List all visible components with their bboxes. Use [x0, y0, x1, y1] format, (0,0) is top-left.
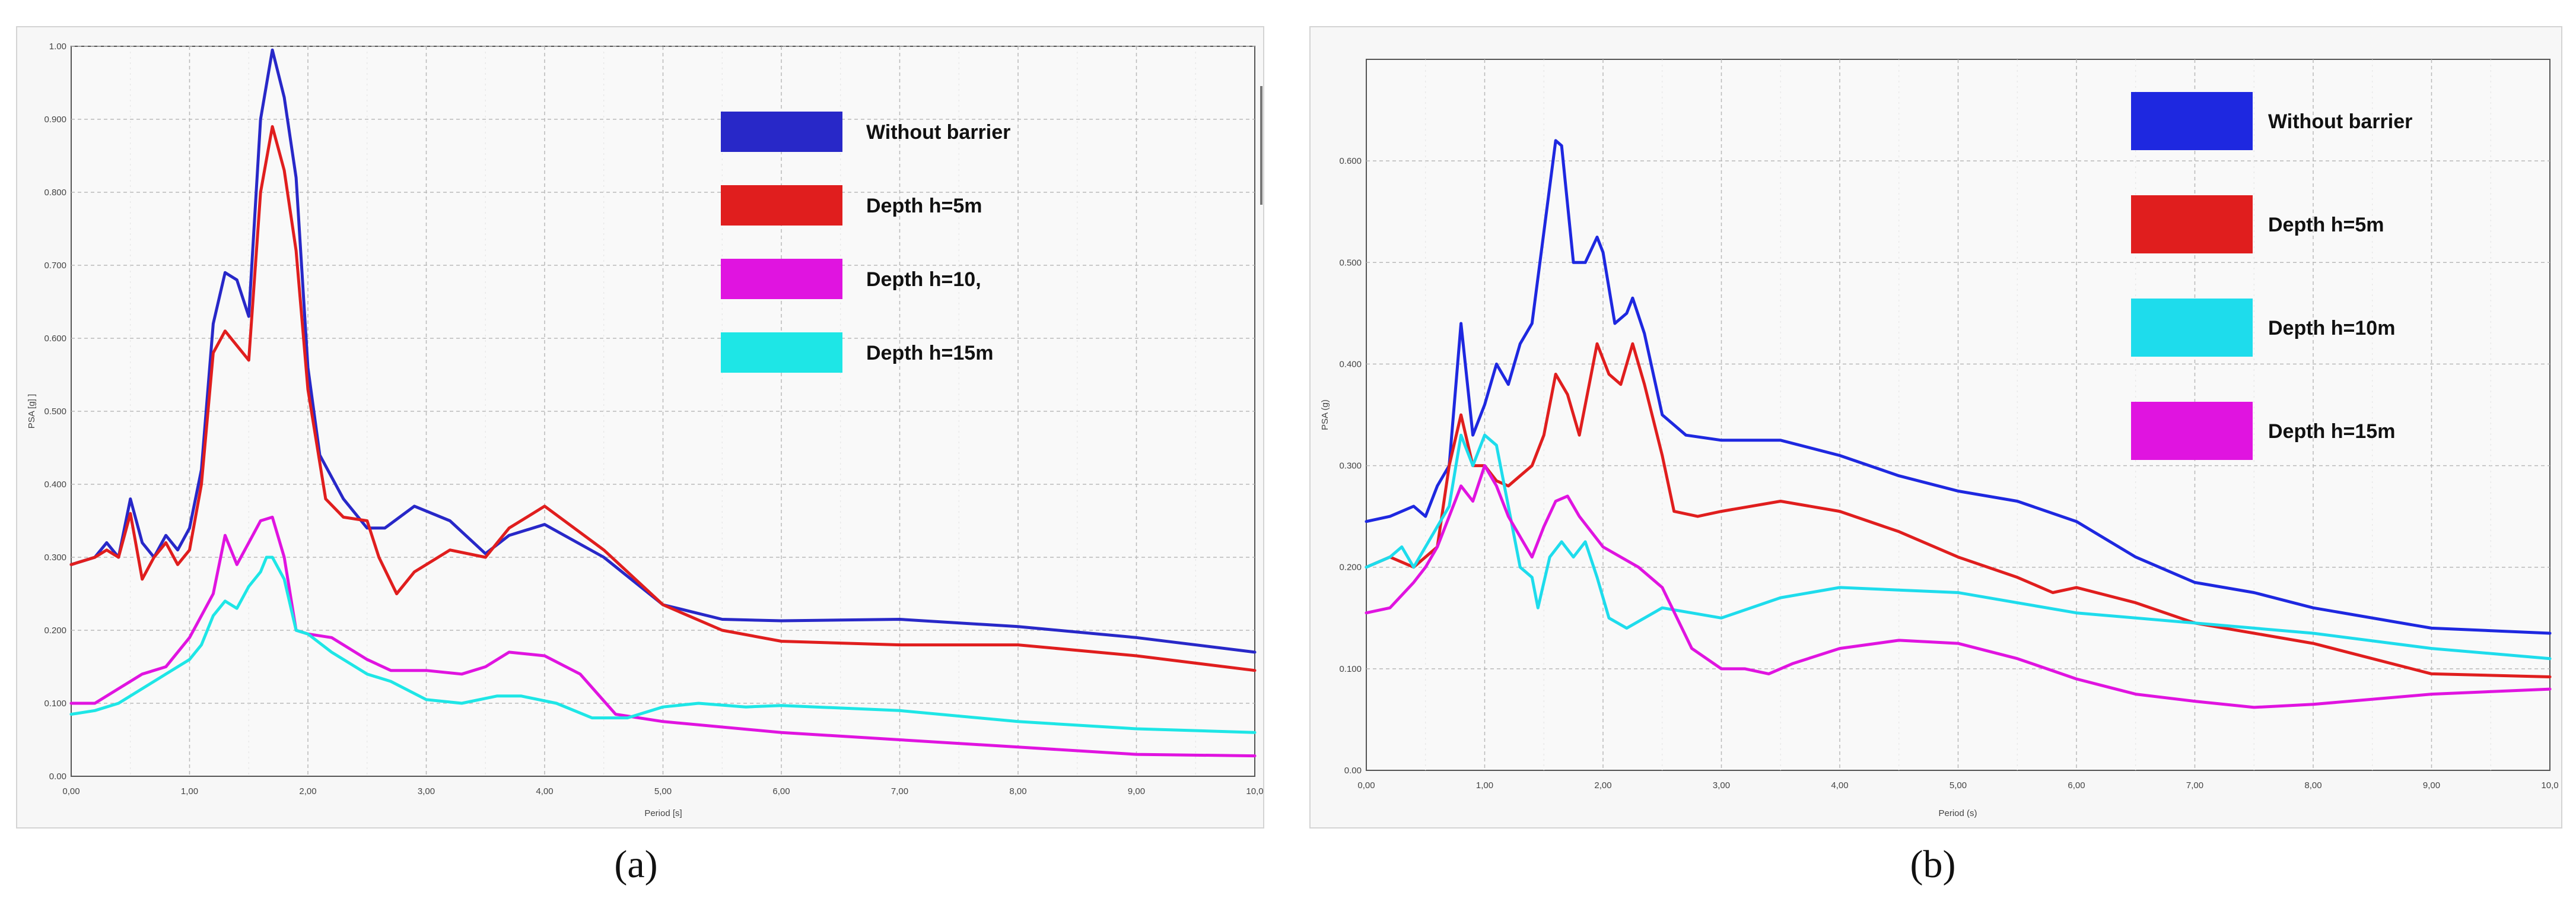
panel-b-x-tick-label: 1,00 — [1476, 780, 1493, 791]
panel-b-legend-label-3: Depth h=15m — [2268, 420, 2395, 443]
panel-b-x-tick-label: 2,00 — [1594, 780, 1611, 791]
panel-b-series-line-1 — [1365, 342, 2552, 678]
panel-a-y-tick-label: 0.700 — [44, 261, 66, 271]
panel-b-y-tick-label: 0.500 — [1339, 258, 1362, 268]
panel-b-x-tick-label: 7,00 — [2186, 780, 2203, 791]
panel-a-x-tick-label: 10,0 — [1246, 786, 1263, 796]
panel-b-legend-label-2: Depth h=10m — [2268, 317, 2395, 339]
panel-b-x-tick-label: 9,00 — [2423, 780, 2440, 791]
panel-b-legend-swatch-2 — [2131, 299, 2253, 357]
panel-a-x-tick-label: 6,00 — [772, 786, 790, 796]
panel-b-legend-swatch-1 — [2131, 195, 2253, 253]
panel-a-y-tick-label: 0.200 — [44, 626, 66, 636]
panel-a-caption: (a) — [614, 843, 657, 886]
panel-b-series — [1365, 139, 2552, 709]
panel-a-x-tick-label: 8,00 — [1009, 786, 1026, 796]
chart-panel-b: 0,00 1,00 2,00 3,00 4,00 5,00 6,00 7,00 8,00 9,00… — [1309, 26, 2562, 829]
panel-a-legend-swatch-2 — [721, 259, 842, 299]
panel-a-x-axis-label: Period [s] — [644, 808, 682, 818]
panel-a-series-line-2 — [69, 515, 1257, 758]
panel-b-y-tick-label: 0.00 — [1344, 766, 1362, 776]
panel-a-x-tick-label: 2,00 — [299, 786, 316, 796]
panel-b-x-tick-label: 3,00 — [1713, 780, 1730, 791]
panel-b-x-axis-label: Period (s) — [1938, 808, 1977, 818]
panel-b-y-tick-label: 0.200 — [1339, 563, 1362, 573]
panel-b-y-axis-label: PSA (g) — [1320, 399, 1330, 430]
panel-a-y-tick-label: 0.600 — [44, 334, 66, 344]
panel-b-legend-label-1: Depth h=5m — [2268, 214, 2384, 236]
panel-b-legend-label-0: Without barrier — [2268, 110, 2412, 133]
panel-a-ticks: 0,00 1,00 2,00 3,00 4,00 5,00 6,00 7,00 8,00 9,00… — [44, 42, 1263, 796]
chart-panel-a: 0,00 1,00 2,00 3,00 4,00 5,00 6,00 7,00 8,00 9,00… — [16, 26, 1264, 829]
panel-a-y-tick-label: 0.900 — [44, 115, 66, 125]
panel-b-series-line-3 — [1365, 464, 2552, 709]
panel-b-legend-swatch-3 — [2131, 402, 2253, 460]
panel-a-y-tick-label: 0.800 — [44, 188, 66, 198]
panel-a-series — [69, 48, 1257, 758]
panel-b-y-tick-label: 0.100 — [1339, 664, 1362, 674]
panel-a-legend-label-0: Without barrier — [866, 121, 1010, 144]
panel-b-x-tick-label: 6,00 — [2068, 780, 2085, 791]
panel-a-x-tick-label: 9,00 — [1128, 786, 1145, 796]
panel-a-legend-label-2: Depth h=10, — [866, 268, 981, 291]
panel-a-y-tick-label: 0.500 — [44, 407, 66, 417]
panel-b-x-tick-label: 10,0 — [2541, 780, 2558, 791]
panel-a-y-tick-label: 1.00 — [49, 42, 66, 52]
panel-a-x-tick-label: 0,00 — [62, 786, 79, 796]
panel-a-x-tick-label: 5,00 — [654, 786, 672, 796]
panel-a-legend-label-3: Depth h=15m — [866, 342, 993, 364]
panel-a-x-tick-label: 1,00 — [181, 786, 198, 796]
panel-a-legend-swatch-3 — [721, 332, 842, 373]
panel-a-series-line-1 — [69, 125, 1257, 672]
panel-a-x-tick-label: 4,00 — [536, 786, 553, 796]
panel-a-y-axis-label: PSA [g] ] — [27, 394, 37, 428]
panel-b-y-tick-label: 0.600 — [1339, 156, 1362, 166]
panel-b-ticks: 0,00 1,00 2,00 3,00 4,00 5,00 6,00 7,00 8,00 9,00… — [1339, 156, 2558, 791]
panel-b-caption: (b) — [1910, 843, 1956, 886]
panel-b-series-line-0 — [1365, 139, 2552, 635]
panel-b-x-tick-label: 0,00 — [1357, 780, 1375, 791]
panel-b-x-tick-label: 5,00 — [1950, 780, 1967, 791]
panel-a-y-tick-label: 0.300 — [44, 553, 66, 563]
panel-b-series-line-2 — [1365, 433, 2552, 661]
panel-a-series-line-3 — [69, 556, 1257, 734]
panel-a-y-tick-label: 0.00 — [49, 772, 66, 782]
panel-a-legend-label-1: Depth h=5m — [866, 195, 982, 217]
panel-separator — [1260, 86, 1262, 205]
panel-a-x-tick-label: 3,00 — [418, 786, 435, 796]
panel-b-legend-swatch-0 — [2131, 92, 2253, 150]
panel-b-y-tick-label: 0.400 — [1339, 359, 1362, 369]
panel-a-legend-swatch-1 — [721, 185, 842, 226]
panel-b-legend: Without barrier Depth h=5m Depth h=10m Dept… — [2131, 92, 2412, 460]
panel-b-y-tick-label: 0.300 — [1339, 461, 1362, 471]
panel-a-legend-swatch-0 — [721, 112, 842, 152]
panel-b-x-tick-label: 4,00 — [1831, 780, 1848, 791]
panel-a-x-tick-label: 7,00 — [891, 786, 908, 796]
panel-b-x-tick-label: 8,00 — [2304, 780, 2321, 791]
panel-a-y-tick-label: 0.100 — [44, 699, 66, 709]
panel-a-legend: Without barrier Depth h=5m Depth h=10, Dept… — [721, 112, 1010, 373]
panel-a-y-tick-label: 0.400 — [44, 480, 66, 490]
